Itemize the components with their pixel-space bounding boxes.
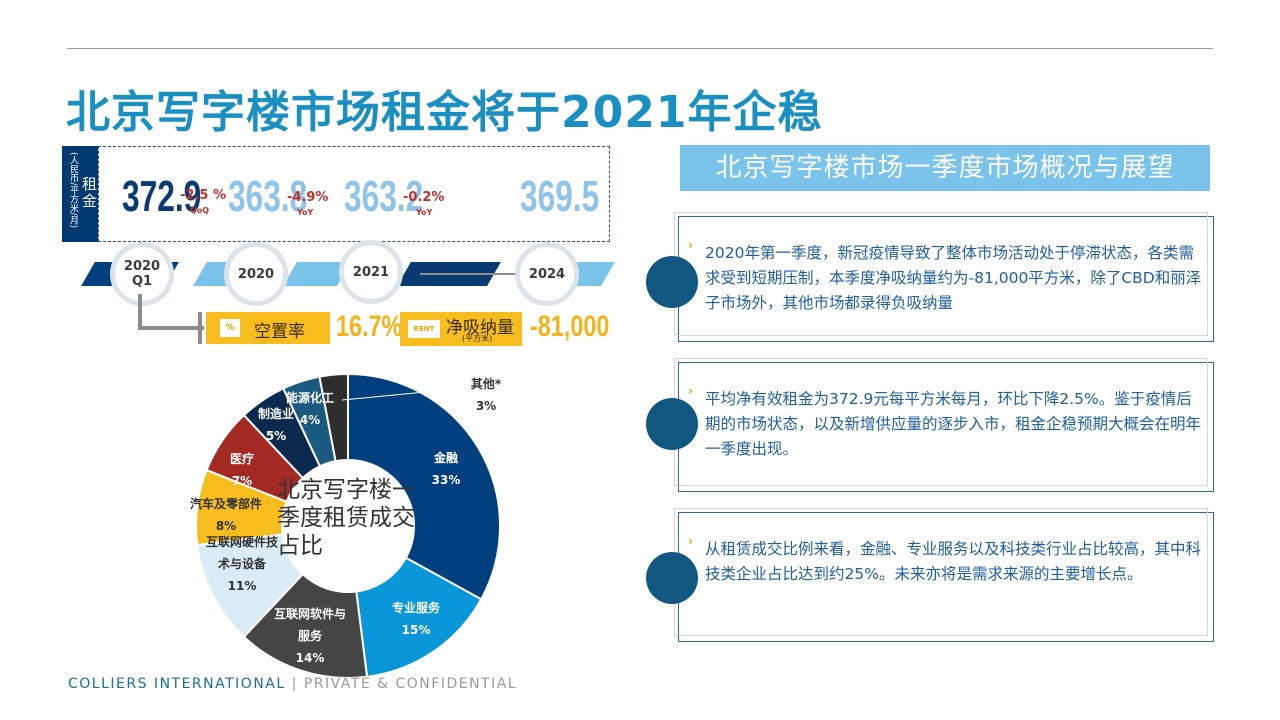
rent-value-2024: 369.5 (520, 172, 600, 221)
donut-slice-1 (347, 372, 501, 601)
rent-basis-2020: YoY (297, 208, 314, 217)
timeline-node-2021: 2021 (339, 240, 403, 304)
timeline-label-2020q1: 2020 Q1 (123, 259, 161, 289)
rent-box (98, 146, 610, 242)
rent-change-2020: -4.9% (287, 190, 329, 205)
donut-label-6: 医疗 7% (230, 451, 254, 488)
donut-label-4: 互联网硬件技术与设备 11% (206, 534, 279, 593)
chevron-right-icon: › (688, 534, 693, 548)
rent-unit: (人民币/平方米/月) (68, 152, 78, 229)
insight-card-2: 平均净有效租金为372.9元每平方米每月，环比下降2.5%。鉴于疫情后期的市场状… (674, 358, 1214, 492)
rent-value-2021: 363.2 (344, 172, 424, 221)
vacancy-label: 空置率 (254, 322, 305, 342)
panel-heading: 北京写字楼市场一季度市场概况与展望 (680, 145, 1210, 191)
footer-separator: | (285, 676, 304, 692)
absorption-value: -81,000 (530, 310, 610, 343)
timeline-node-2024: 2024 (515, 242, 579, 306)
donut-label-8: 能源化工 4% (286, 390, 334, 427)
timeline-line (420, 273, 530, 275)
rent-basis-2021: YoY (416, 208, 433, 217)
rent-value-2020: 363.8 (228, 172, 308, 221)
rent-sign-icon: RENT (408, 320, 440, 338)
top-rule (67, 48, 1213, 49)
rent-value-2020q1: 372.9 (122, 172, 202, 221)
timeline-label-2021: 2021 (352, 264, 390, 280)
rent-label: 租金 (80, 176, 98, 210)
vacancy-value: 16.7% (336, 310, 403, 343)
insight-card-1: 2020年第一季度，新冠疫情导致了整体市场活动处于停滞状态，各类需求受到短期压制… (674, 212, 1214, 342)
chevron-right-icon: › (688, 384, 693, 398)
chevron-right-icon: › (688, 238, 693, 252)
insight-card-3: 从租赁成交比例来看，金融、专业服务以及科技类行业占比较高，其中科技类企业占比达到… (674, 508, 1214, 642)
timeline-label-2020: 2020 (237, 266, 275, 282)
timeline-label-2024: 2024 (528, 266, 566, 282)
insight-text-1: 2020年第一季度，新冠疫情导致了整体市场活动处于停滞状态，各类需求受到短期压制… (705, 244, 1202, 312)
insight-text-3: 从租赁成交比例来看，金融、专业服务以及科技类行业占比较高，其中科技类企业占比达到… (705, 540, 1202, 583)
page-title: 北京写字楼市场租金将于2021年企稳 (66, 87, 823, 138)
timeline-node-2020q1: 2020 Q1 (110, 242, 174, 306)
vacancy-box: % 空置率 (206, 312, 330, 344)
donut-slice-3 (242, 572, 369, 679)
rent-change-2021: -0.2% (403, 190, 445, 205)
rent-tab: (人民币/平方米/月) 租金 (62, 146, 98, 242)
donut-label-3: 互联网软件与服务 14% (274, 606, 346, 665)
bullet-circle-2 (646, 398, 698, 450)
timeline-node-2020: 2020 (224, 242, 288, 306)
footer-note: PRIVATE & CONFIDENTIAL (303, 676, 518, 692)
insight-text-2: 平均净有效租金为372.9元每平方米每月，环比下降2.5%。鉴于疫情后期的市场状… (705, 390, 1202, 458)
connector-horizontal (138, 326, 204, 330)
absorption-label: 净吸纳量 (446, 318, 514, 338)
donut-center-title: 北京写字楼一季度租赁成交占比 (277, 477, 415, 559)
other-leader-line (341, 387, 469, 401)
donut-label-9: 其他* 3% (471, 376, 502, 413)
rent-change-2020q1: -2.5 % (180, 188, 226, 203)
footer: COLLIERS INTERNATIONAL | PRIVATE & CONFI… (68, 676, 517, 692)
donut-label-2: 专业服务 15% (392, 600, 441, 637)
footer-company: COLLIERS INTERNATIONAL (68, 676, 286, 692)
percent-icon: % (220, 319, 240, 337)
bullet-circle-3 (646, 552, 698, 604)
donut-label-1: 金融 33% (432, 450, 461, 487)
donut-label-5: 汽车及零部件 8% (190, 496, 262, 533)
bullet-circle-1 (646, 256, 698, 308)
connector-vertical (138, 294, 142, 328)
industry-donut-chart: 金融 33% 专业服务 15% 互联网软件与服务 14% 互联网硬件技术与设备 11%汽车及零… (190, 372, 502, 679)
rent-basis-2020q1: QoQ (190, 206, 210, 215)
donut-slice-9 (318, 372, 349, 463)
absorption-unit: (平方米) (462, 334, 493, 343)
donut-label-7: 制造业 5% (258, 406, 294, 443)
connector-tick (198, 312, 202, 344)
absorption-box: RENT 净吸纳量 (平方米) (400, 312, 522, 346)
